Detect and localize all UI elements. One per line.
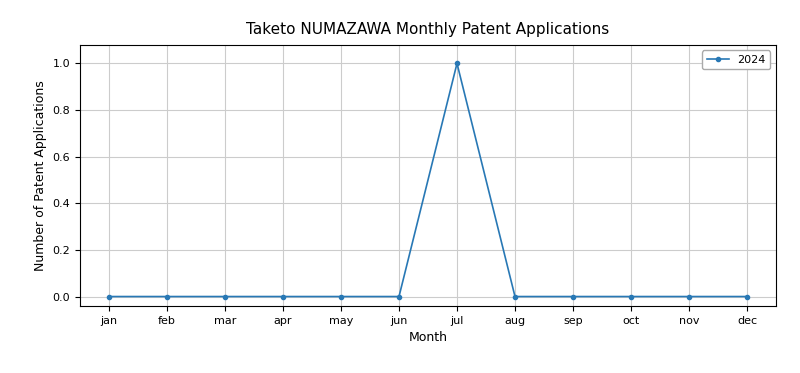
2024 [336,294,346,299]
2024 [626,294,636,299]
2024 [742,294,752,299]
2024 [162,294,172,299]
2024 [104,294,114,299]
2024 [568,294,578,299]
Line: 2024: 2024 [107,61,749,299]
2024 [278,294,288,299]
X-axis label: Month: Month [409,331,447,344]
2024 [684,294,694,299]
2024 [394,294,404,299]
Legend: 2024: 2024 [702,50,770,69]
2024 [510,294,520,299]
2024 [220,294,230,299]
Title: Taketo NUMAZAWA Monthly Patent Applications: Taketo NUMAZAWA Monthly Patent Applicati… [246,22,610,37]
2024 [452,61,462,66]
Y-axis label: Number of Patent Applications: Number of Patent Applications [34,80,47,271]
